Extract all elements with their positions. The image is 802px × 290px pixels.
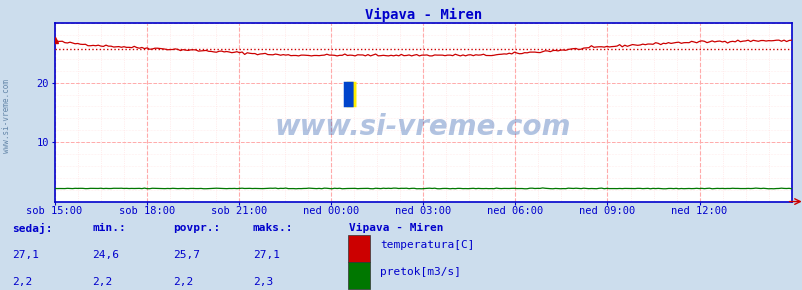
Text: ▌: ▌ — [343, 82, 363, 107]
Text: 25,7: 25,7 — [172, 250, 200, 260]
Text: pretok[m3/s]: pretok[m3/s] — [379, 267, 460, 277]
Text: www.si-vreme.com: www.si-vreme.com — [274, 113, 571, 141]
Text: 2,2: 2,2 — [172, 277, 192, 287]
Text: povpr.:: povpr.: — [172, 223, 220, 233]
Text: 27,1: 27,1 — [12, 250, 39, 260]
Text: 2,2: 2,2 — [12, 277, 32, 287]
Text: temperatura[C]: temperatura[C] — [379, 240, 474, 251]
Text: 2,2: 2,2 — [92, 277, 112, 287]
Text: 2,3: 2,3 — [253, 277, 273, 287]
Text: 27,1: 27,1 — [253, 250, 280, 260]
Text: sedaj:: sedaj: — [12, 223, 52, 234]
Bar — [347, 262, 370, 289]
Text: Vipava - Miren: Vipava - Miren — [349, 223, 444, 233]
Text: min.:: min.: — [92, 223, 126, 233]
Text: 24,6: 24,6 — [92, 250, 119, 260]
Text: maks.:: maks.: — [253, 223, 293, 233]
Text: ▐: ▐ — [336, 82, 355, 107]
Title: Vipava - Miren: Vipava - Miren — [364, 8, 481, 22]
Text: www.si-vreme.com: www.si-vreme.com — [2, 79, 11, 153]
Bar — [347, 235, 370, 262]
